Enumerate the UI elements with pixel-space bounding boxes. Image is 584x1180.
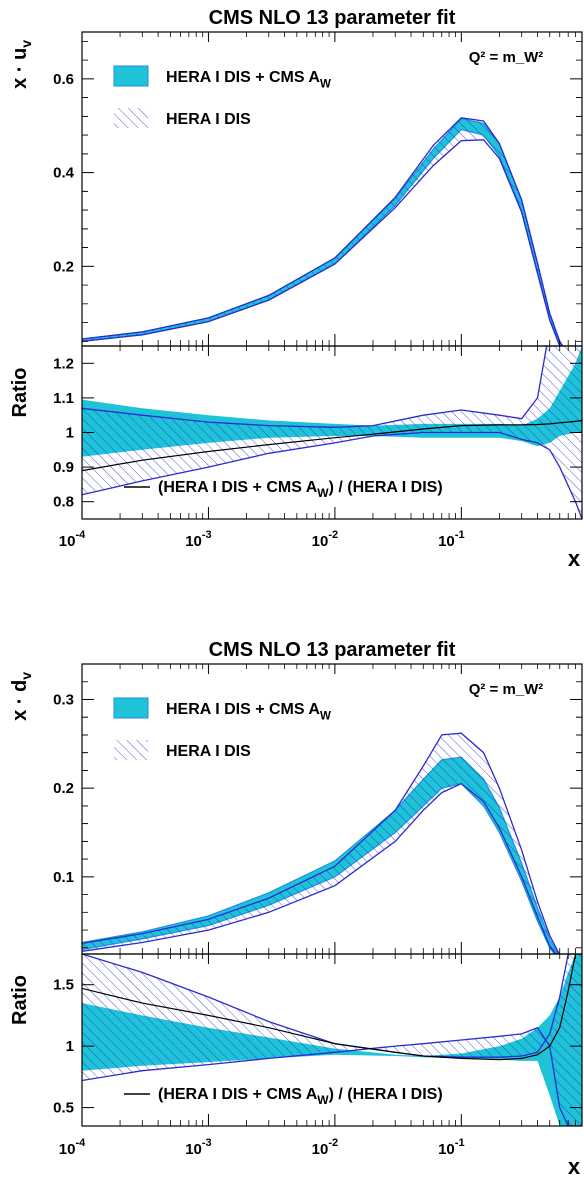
legend: HERA I DIS + CMS AW HERA I DIS bbox=[113, 697, 331, 760]
x-tick-label: 10-3 bbox=[185, 1137, 211, 1158]
x-tick-label: 10-1 bbox=[438, 529, 464, 550]
ratio-axis-label: Ratio bbox=[9, 975, 31, 1025]
x-tick-label: 10-2 bbox=[312, 1137, 338, 1158]
ratio-tick-label: 1 bbox=[66, 425, 74, 442]
ratio-legend-label: (HERA I DIS + CMS AW) / (HERA I DIS) bbox=[158, 479, 443, 500]
ratio-hera-upper-edge bbox=[82, 346, 548, 428]
legend-swatch-filled bbox=[113, 697, 149, 719]
lower-frame bbox=[81, 953, 583, 1127]
y-tick-label: 0.6 bbox=[53, 71, 74, 88]
ratio-tick-label: 1.5 bbox=[53, 977, 74, 994]
y-axis-label: x · dv bbox=[9, 672, 34, 721]
ratio-legend-label: (HERA I DIS + CMS AW) / (HERA I DIS) bbox=[158, 1086, 443, 1107]
x-tick-label: 10-4 bbox=[59, 1137, 86, 1158]
ratio-hera-lower-edge bbox=[82, 431, 582, 519]
legend-label: HERA I DIS bbox=[166, 111, 251, 128]
x-tick-label: 10-4 bbox=[59, 529, 86, 550]
ratio-tick-label: 0.9 bbox=[53, 459, 74, 476]
ratio-tick-label: 1 bbox=[66, 1038, 74, 1055]
upper-plot-area bbox=[82, 117, 564, 346]
band-hera-upper-edge bbox=[82, 732, 560, 954]
scale-annotation: Q² = m_W² bbox=[469, 681, 544, 698]
panel-bottom: 10-4 10-3 10-2 10-1 0.1 0.2 0.3 0.5 1 1.5 CMS NLO … bbox=[9, 639, 583, 1179]
scale-annotation: Q² = m_W² bbox=[469, 49, 544, 66]
legend-label: HERA I DIS + CMS AW bbox=[166, 69, 331, 91]
x-tick-label: 10-3 bbox=[185, 529, 211, 550]
y-tick-label: 0.2 bbox=[53, 780, 74, 797]
band-hera-hatched bbox=[82, 733, 560, 954]
upper-plot-area bbox=[82, 732, 560, 954]
x-tick-label: 10-2 bbox=[312, 529, 338, 550]
y-axis-label: x · uv bbox=[9, 40, 34, 89]
lower-plot-area bbox=[82, 346, 582, 519]
chart-title: CMS NLO 13 parameter fit bbox=[209, 7, 456, 29]
legend-swatch-filled bbox=[113, 65, 149, 87]
legend-label: HERA I DIS + CMS AW bbox=[166, 701, 331, 723]
y-tick-label: 0.3 bbox=[53, 691, 74, 708]
ratio-tick-label: 0.5 bbox=[53, 1100, 74, 1117]
ratio-central-line bbox=[82, 419, 582, 472]
panel-top: 10-4 10-3 10-2 10-1 0.2 0.4 0.6 0.8 0.9 1 1.1 1.2 CM… bbox=[9, 7, 583, 571]
x-axis-label: x bbox=[568, 546, 581, 571]
lower-plot-area bbox=[82, 954, 582, 1126]
legend-label: HERA I DIS bbox=[166, 743, 251, 760]
ratio-hera-lower-edge bbox=[82, 1026, 582, 1126]
ratio-central-line bbox=[82, 954, 582, 1061]
band-hera-lower-edge bbox=[82, 139, 561, 346]
y-tick-label: 0.1 bbox=[53, 869, 74, 886]
x-tick-label: 10-1 bbox=[438, 1137, 464, 1158]
ratio-tick-label: 1.2 bbox=[53, 355, 74, 372]
legend: HERA I DIS + CMS AW HERA I DIS bbox=[113, 65, 331, 128]
chart-title: CMS NLO 13 parameter fit bbox=[209, 639, 456, 661]
legend-swatch-hatched bbox=[114, 108, 148, 128]
band-hera-upper-edge bbox=[82, 117, 564, 346]
y-tick-label: 0.2 bbox=[53, 258, 74, 275]
legend-swatch-hatched bbox=[114, 740, 148, 760]
y-tick-label: 0.4 bbox=[53, 165, 75, 182]
ratio-tick-label: 1.1 bbox=[53, 390, 74, 407]
upper-frame bbox=[81, 31, 583, 347]
x-axis-label: x bbox=[568, 1154, 581, 1179]
ratio-hera-upper-edge bbox=[82, 954, 582, 1058]
ratio-band-hera-hatched bbox=[82, 346, 582, 519]
band-hera-lower-edge bbox=[82, 782, 557, 954]
ratio-axis-label: Ratio bbox=[9, 368, 31, 418]
ratio-tick-label: 0.8 bbox=[53, 494, 74, 511]
